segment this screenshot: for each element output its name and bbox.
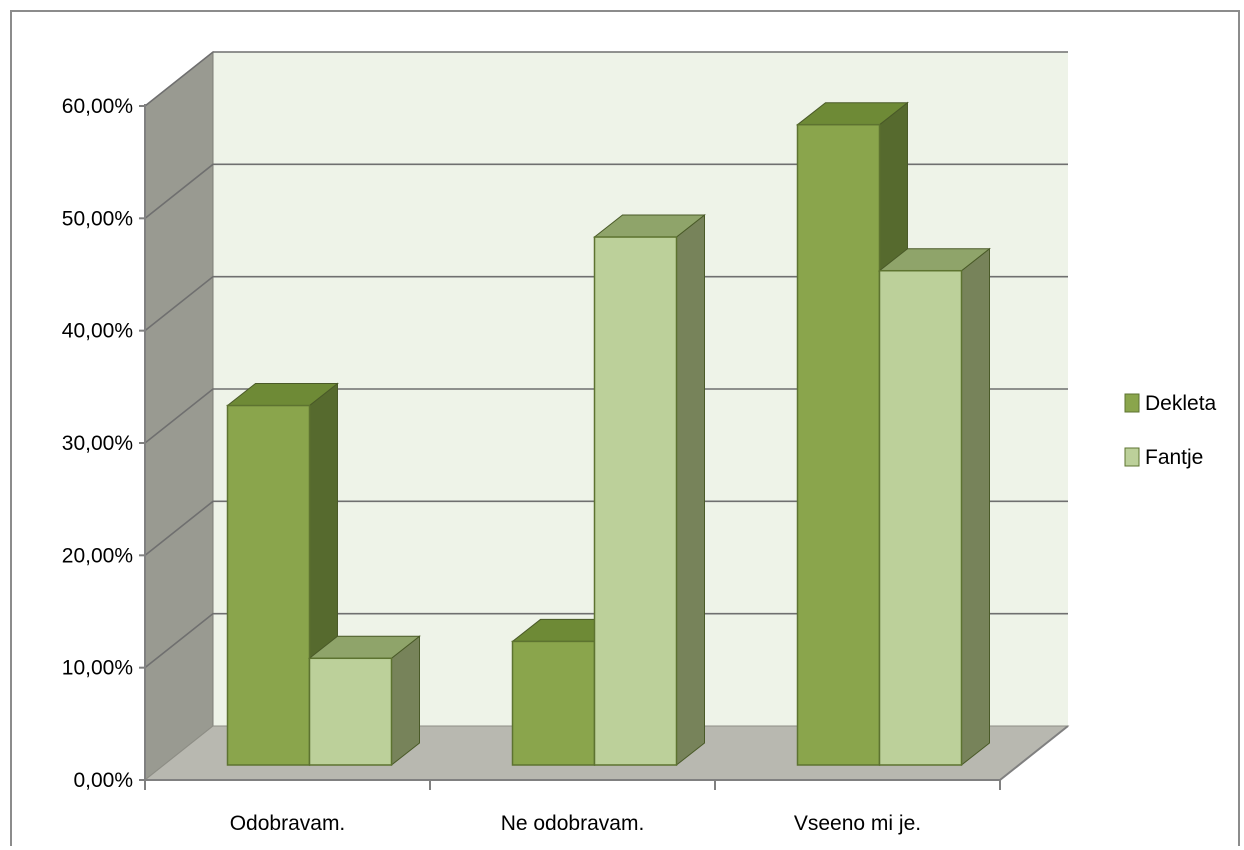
gridlines <box>144 51 1068 669</box>
bar-front <box>796 123 881 766</box>
legend-item: Dekleta <box>1124 392 1217 415</box>
bar-side <box>961 247 990 767</box>
y-tick-label: 40,00% <box>62 320 133 343</box>
bar-front <box>511 640 596 766</box>
gridline <box>144 51 1068 107</box>
y-axis-ticks: 0,00% 10,00% 20,00% 30,00% 40,00% 50,00% 60,00… <box>62 95 145 792</box>
x-tick-label: Vseeno mi je. <box>794 812 921 835</box>
legend-swatch <box>1124 393 1140 413</box>
y-tick-label: 20,00% <box>62 544 133 567</box>
bar-front <box>308 657 393 766</box>
legend-item: Fantje <box>1124 446 1203 469</box>
x-axis-ticks: Odobravam. Ne odobravam. Vseeno mi je. <box>144 780 1001 835</box>
gridline <box>144 612 1068 669</box>
bar-front <box>593 236 678 766</box>
x-tick-label: Ne odobravam. <box>501 812 645 835</box>
legend-label: Dekleta <box>1145 392 1217 415</box>
bar <box>308 635 421 767</box>
floor-edge-line <box>999 725 1069 781</box>
bars <box>226 101 991 767</box>
gridline <box>144 388 1068 444</box>
y-tick-label: 60,00% <box>62 95 133 118</box>
bar-side <box>676 214 705 767</box>
bar <box>593 214 706 767</box>
bar-front <box>226 404 311 766</box>
y-tick-label: 0,00% <box>73 769 133 792</box>
y-tick-label: 30,00% <box>62 432 133 455</box>
legend-label: Fantje <box>1145 446 1203 469</box>
gridline <box>144 163 1068 219</box>
legend: Dekleta Fantje <box>1124 392 1217 469</box>
bar <box>878 247 991 767</box>
y-tick-label: 10,00% <box>62 657 133 680</box>
y-tick-label: 50,00% <box>62 207 133 230</box>
gridline <box>144 275 1068 332</box>
bar-front <box>878 269 963 766</box>
x-tick-label: Odobravam. <box>230 812 346 835</box>
legend-swatch <box>1124 447 1140 467</box>
gridline <box>144 500 1068 556</box>
